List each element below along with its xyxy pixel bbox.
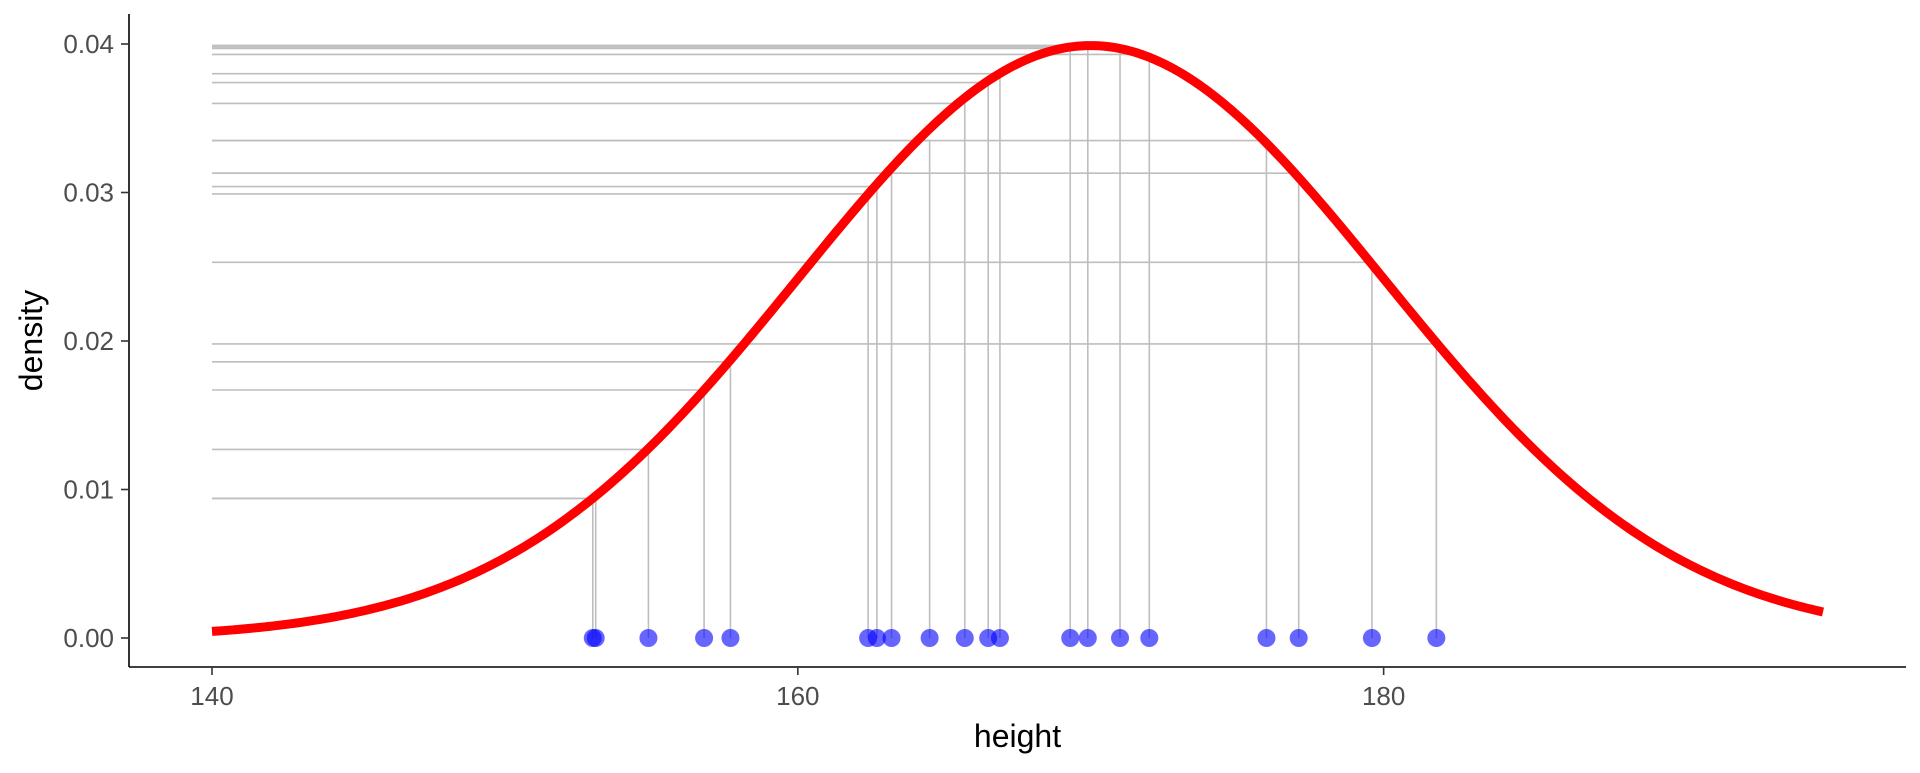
x-tick-label: 160	[776, 681, 819, 711]
data-point	[1078, 629, 1097, 647]
data-point	[990, 629, 1009, 647]
data-point	[586, 629, 605, 647]
data-point	[1427, 629, 1446, 647]
y-axis-title: density	[13, 290, 49, 391]
data-point	[1140, 629, 1159, 647]
data-point	[721, 629, 740, 647]
data-point	[955, 629, 974, 647]
y-tick-label: 0.02	[63, 326, 114, 356]
data-point	[1111, 629, 1130, 647]
y-tick-label: 0.03	[63, 178, 114, 208]
data-point	[1289, 629, 1308, 647]
data-point	[1257, 629, 1276, 647]
data-point	[639, 629, 658, 647]
data-points	[583, 629, 1446, 647]
density-curve	[211, 41, 1824, 636]
x-tick-label: 140	[190, 681, 233, 711]
data-point	[1061, 629, 1080, 647]
y-tick-label: 0.04	[63, 29, 114, 59]
data-point	[920, 629, 939, 647]
y-tick-label: 0.01	[63, 475, 114, 505]
x-tick-label: 180	[1362, 681, 1405, 711]
data-point	[1362, 629, 1381, 647]
data-point	[867, 629, 886, 647]
data-point	[882, 629, 901, 647]
data-point	[695, 629, 714, 647]
guide-lines	[212, 44, 1438, 638]
axes: 140 160 180 0.00 0.01 0.02 0.03 0.04	[63, 14, 1906, 711]
density-curve-layer	[211, 41, 1824, 636]
y-tick-label: 0.00	[63, 623, 114, 653]
x-axis-title: height	[974, 718, 1061, 754]
